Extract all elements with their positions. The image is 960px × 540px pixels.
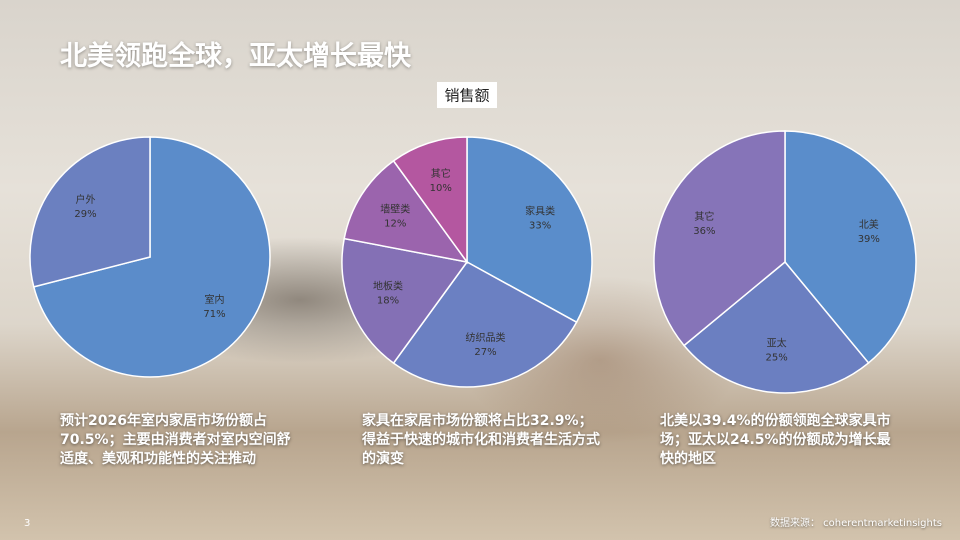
slice-label: 家具类 (525, 205, 555, 218)
pie-slice (683, 260, 870, 394)
slice-label: 其它 (694, 210, 714, 223)
slice-value-label: 33% (529, 221, 551, 232)
pie-slice (392, 136, 468, 265)
source: 数据来源： coherentmarketinsights (770, 518, 942, 529)
pie-slice (32, 136, 271, 378)
slice-value-label: 29% (74, 209, 96, 220)
slice-label: 户外 (76, 193, 96, 206)
pie-slice (784, 130, 917, 364)
caption: 家具在家居市场份额将占比32.9%；得益于快速的城市化和消费者生活方式的演变 (362, 413, 600, 467)
caption: 预计2026年室内家居市场份额占70.5%；主要由消费者对室内空间舒适度、美观和… (60, 413, 291, 467)
slide-title: 北美领跑全球，亚太增长最快 (60, 41, 411, 72)
slice-label: 其它 (431, 167, 451, 180)
slice-value-label: 27% (474, 347, 496, 358)
pie-slice (341, 237, 469, 365)
chart-title: 销售额 (444, 87, 489, 105)
slice-label: 室内 (204, 293, 224, 306)
caption: 北美以39.4%的份额领跑全球家具市场；亚太以24.5%的份额成为增长最快的地区 (660, 413, 891, 467)
pie-slice (343, 159, 469, 264)
slice-value-label: 39% (858, 234, 880, 245)
slice-value-label: 18% (377, 295, 399, 306)
page-number: 3 (24, 518, 31, 529)
slice-value-label: 71% (203, 309, 225, 320)
slice-label: 墙壁类 (380, 202, 410, 215)
slice-label: 亚太 (767, 337, 787, 350)
slice-label: 北美 (859, 218, 879, 231)
pie-slice (392, 261, 578, 388)
pie-slice (653, 130, 786, 347)
pie-slice (466, 136, 593, 324)
pie-slice (29, 136, 151, 288)
slice-value-label: 36% (693, 226, 715, 237)
slice-label: 纺织品类 (466, 331, 506, 344)
slice-value-label: 10% (430, 183, 452, 194)
slice-value-label: 25% (765, 353, 787, 364)
chart-title-box (437, 82, 497, 108)
slice-value-label: 12% (384, 218, 406, 229)
slice-label: 地板类 (373, 279, 403, 292)
